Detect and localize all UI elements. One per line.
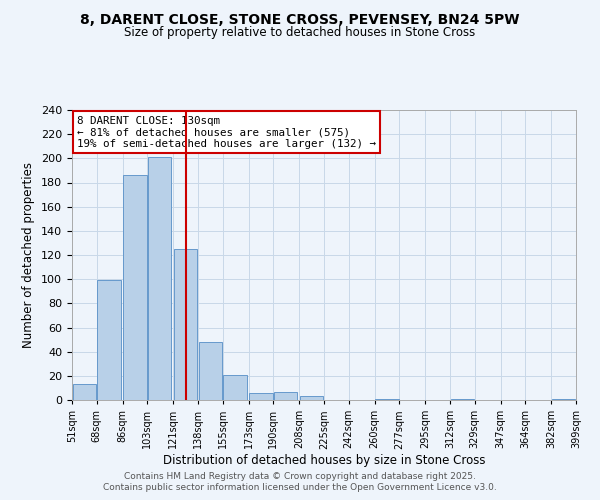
Bar	[552, 399, 575, 400]
Text: 8, DARENT CLOSE, STONE CROSS, PEVENSEY, BN24 5PW: 8, DARENT CLOSE, STONE CROSS, PEVENSEY, …	[80, 12, 520, 26]
Text: Contains HM Land Registry data © Crown copyright and database right 2025.: Contains HM Land Registry data © Crown c…	[124, 472, 476, 481]
Bar	[375, 399, 399, 400]
Bar	[73, 384, 96, 400]
Bar	[123, 176, 147, 400]
Bar	[249, 393, 273, 400]
Bar	[223, 374, 247, 400]
X-axis label: Distribution of detached houses by size in Stone Cross: Distribution of detached houses by size …	[163, 454, 485, 467]
Bar	[300, 396, 323, 400]
Y-axis label: Number of detached properties: Number of detached properties	[22, 162, 35, 348]
Bar	[97, 280, 121, 400]
Bar	[274, 392, 298, 400]
Text: Contains public sector information licensed under the Open Government Licence v3: Contains public sector information licen…	[103, 484, 497, 492]
Text: 8 DARENT CLOSE: 130sqm
← 81% of detached houses are smaller (575)
19% of semi-de: 8 DARENT CLOSE: 130sqm ← 81% of detached…	[77, 116, 376, 149]
Bar	[148, 157, 172, 400]
Bar	[199, 342, 222, 400]
Bar	[174, 249, 197, 400]
Bar	[451, 399, 474, 400]
Text: Size of property relative to detached houses in Stone Cross: Size of property relative to detached ho…	[124, 26, 476, 39]
